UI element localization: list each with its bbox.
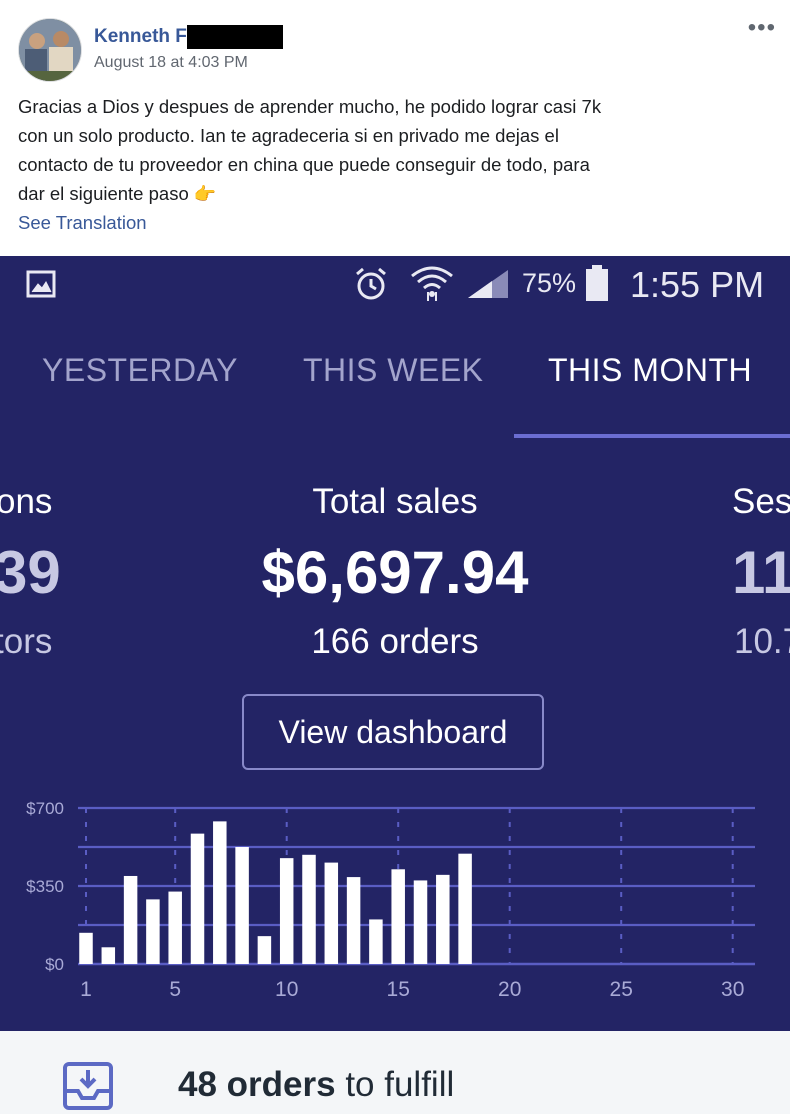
orders-to-fulfill-banner[interactable]: 48 orders to fulfill	[0, 1031, 790, 1114]
facebook-post: Kenneth F August 18 at 4:03 PM ••• Graci…	[0, 0, 790, 256]
chart-bar	[302, 854, 316, 964]
chart-bar	[190, 833, 205, 964]
more-options-icon[interactable]: •••	[747, 14, 776, 41]
inbox-download-icon	[63, 1062, 113, 1110]
y-tick-label: $700	[26, 799, 64, 818]
tab-yesterday[interactable]: YESTERDAY	[42, 352, 238, 388]
chart-bar	[458, 853, 472, 964]
x-tick-label: 1	[80, 978, 92, 1001]
metric-right-sub: 10.7	[734, 622, 790, 661]
chart-bar	[101, 947, 116, 964]
chart-bar	[123, 875, 138, 964]
chart-bar	[413, 880, 428, 964]
battery-icon	[586, 265, 608, 301]
clock-time: 1:55 PM	[630, 264, 765, 305]
battery-percent: 75%	[522, 268, 577, 298]
gallery-icon	[26, 270, 56, 298]
metric-right-label: Ses	[732, 482, 790, 521]
y-tick-label: $350	[26, 877, 64, 896]
tab-this-week[interactable]: THIS WEEK	[303, 352, 484, 388]
chart-bar	[213, 821, 227, 964]
orders-to-fulfill-suffix: to fulfill	[335, 1065, 455, 1104]
chart-bar	[146, 899, 160, 964]
total-orders-count: 166 orders	[311, 622, 479, 661]
author-avatar[interactable]	[18, 18, 82, 82]
avatar-photo-icon	[19, 19, 81, 81]
date-range-tabs: YESTERDAY THIS WEEK THIS MONTH	[0, 352, 790, 442]
chart-bar	[436, 874, 450, 964]
chart-bar	[168, 891, 182, 964]
see-translation-link[interactable]: See Translation	[18, 212, 147, 233]
active-tab-indicator	[514, 434, 790, 438]
redaction-bar	[186, 25, 283, 49]
post-line: Gracias a Dios y despues de aprender muc…	[18, 96, 602, 117]
total-sales-value: $6,697.94	[261, 539, 529, 606]
x-tick-label: 25	[610, 978, 633, 1001]
post-line: con un solo producto. Ian te agradeceria…	[18, 125, 559, 146]
orders-to-fulfill-count: 48 orders	[178, 1065, 336, 1104]
chart-bar	[391, 869, 405, 964]
status-bar: 75% 1:55 PM	[0, 256, 790, 314]
metric-left-label: ons	[0, 482, 53, 521]
view-dashboard-button[interactable]: View dashboard	[242, 694, 544, 770]
chart-bar	[235, 847, 249, 964]
total-sales-label: Total sales	[312, 482, 478, 521]
x-tick-label: 30	[721, 978, 744, 1001]
post-timestamp[interactable]: August 18 at 4:03 PM	[94, 54, 248, 71]
author-name[interactable]: Kenneth F	[94, 26, 187, 47]
post-line-text: dar el siguiente paso	[18, 183, 189, 204]
wifi-icon	[411, 266, 453, 301]
pointing-hand-emoji: 👉	[193, 184, 217, 204]
chart-bar	[257, 936, 272, 964]
chart-bar	[79, 932, 93, 964]
orders-to-fulfill-text: 48 orders to fulfill	[178, 1065, 454, 1105]
metric-right-value: 11	[732, 539, 790, 606]
chart-bar	[369, 919, 383, 964]
post-line: dar el siguiente paso 👉	[18, 179, 758, 209]
metric-left-value: 39	[0, 539, 61, 606]
chart-bar	[324, 862, 339, 964]
y-tick-label: $0	[45, 955, 64, 974]
signal-icon	[468, 270, 508, 298]
phone-screenshot: 75% 1:55 PM YESTERDAY THIS WEEK THIS MON…	[0, 256, 790, 1031]
x-tick-label: 10	[275, 978, 298, 1001]
chart-bar	[346, 877, 361, 964]
chart-bar	[279, 858, 294, 964]
post-line: contacto de tu proveedor en china que pu…	[18, 154, 590, 175]
metric-left-sub: tors	[0, 622, 53, 661]
alarm-icon	[356, 267, 386, 300]
x-tick-label: 15	[387, 978, 410, 1001]
x-tick-label: 20	[498, 978, 521, 1001]
post-body: Gracias a Dios y despues de aprender muc…	[18, 92, 758, 209]
tab-this-month[interactable]: THIS MONTH	[548, 352, 753, 388]
x-tick-label: 5	[169, 978, 181, 1001]
